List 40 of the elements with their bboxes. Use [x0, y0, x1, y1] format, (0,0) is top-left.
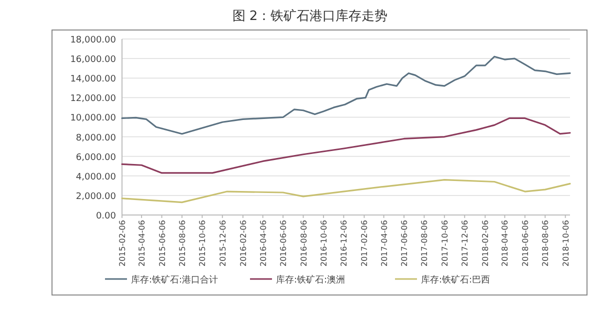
y-tick-label: 8,000.00 — [76, 133, 116, 144]
x-tick-label: 2016-12-06 — [340, 220, 349, 266]
x-tick-label: 2016-06-06 — [279, 220, 288, 266]
line-series — [121, 179, 571, 204]
x-tick-label: 2016-10-06 — [319, 220, 328, 266]
x-tick-label: 2018-04-06 — [500, 220, 510, 266]
legend-label: 库存:铁矿石:巴西 — [421, 274, 490, 286]
x-tick-label: 2015-12-06 — [218, 220, 228, 266]
line-series — [121, 56, 571, 135]
x-tick-label: 2018-06-06 — [520, 220, 530, 266]
y-tick-label: 16,000.00 — [70, 55, 116, 66]
x-tick-label: 2018-08-06 — [541, 220, 550, 266]
y-tick-label: 4,000.00 — [76, 172, 116, 182]
x-tick-label: 2016-04-06 — [258, 220, 268, 266]
x-tick-label: 2017-08-06 — [420, 220, 430, 266]
x-tick-label: 2015-10-06 — [198, 220, 208, 266]
y-tick-label: 12,000.00 — [70, 94, 116, 104]
y-tick-label: 0.00 — [96, 212, 116, 222]
y-tick-label: 10,000.00 — [70, 114, 116, 124]
line-series — [121, 117, 571, 174]
y-tick-label: 14,000.00 — [70, 74, 116, 85]
y-tick-label: 6,000.00 — [76, 152, 116, 163]
chart-title: 图 2：铁矿石港口库存走势 — [232, 9, 388, 24]
legend-label: 库存:铁矿石:港口合计 — [131, 274, 218, 286]
x-tick-label: 2018-02-06 — [481, 220, 490, 266]
x-tick-label: 2015-06-06 — [158, 220, 167, 266]
x-tick-label: 2015-08-06 — [178, 220, 187, 266]
x-tick-label: 2017-06-06 — [400, 220, 409, 266]
y-tick-label: 2,000.00 — [76, 192, 116, 202]
x-tick-label: 2017-04-06 — [380, 220, 389, 266]
x-tick-label: 2016-08-06 — [299, 220, 308, 266]
x-tick-label: 2018-10-06 — [561, 220, 570, 266]
x-tick-label: 2015-02-06 — [118, 220, 127, 266]
y-tick-label: 18,000.00 — [70, 36, 116, 46]
x-tick-label: 2017-02-06 — [360, 220, 370, 266]
x-tick-label: 2017-12-06 — [460, 220, 470, 266]
legend-label: 库存:铁矿石:澳洲 — [276, 274, 346, 286]
x-tick-label: 2016-02-06 — [238, 220, 248, 266]
x-tick-label: 2017-10-06 — [440, 220, 450, 266]
x-tick-label: 2015-04-06 — [138, 220, 147, 266]
